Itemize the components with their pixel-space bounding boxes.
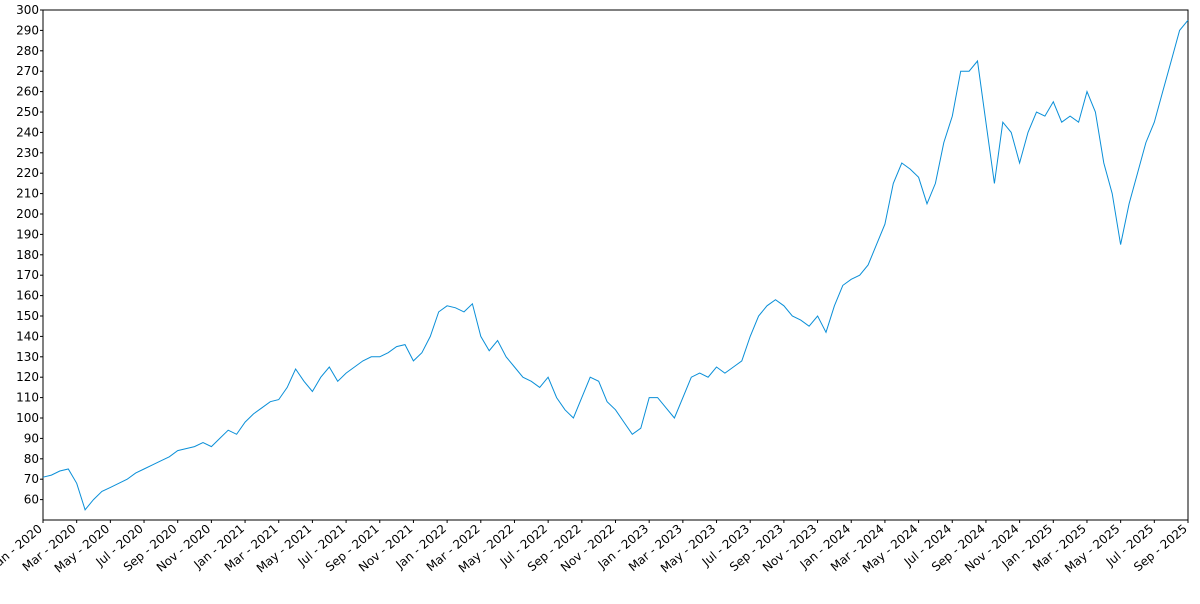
y-tick-label: 150	[16, 309, 39, 323]
price-line	[42, 19, 1189, 511]
y-tick-label: 210	[16, 187, 39, 201]
y-tick-label: 290	[16, 23, 39, 37]
y-tick-label: 260	[16, 85, 39, 99]
y-tick-label: 120	[16, 370, 39, 384]
y-tick-label: 100	[16, 411, 39, 425]
y-tick-label: 70	[24, 472, 39, 486]
y-tick-label: 190	[16, 227, 39, 241]
y-tick-label: 80	[24, 452, 39, 466]
y-tick-label: 140	[16, 329, 39, 343]
y-tick-label: 180	[16, 248, 39, 262]
y-tick-label: 90	[24, 431, 39, 445]
y-tick-label: 110	[16, 391, 39, 405]
y-tick-label: 160	[16, 289, 39, 303]
y-tick-label: 60	[24, 493, 39, 507]
y-tick-label: 230	[16, 146, 39, 160]
y-tick-label: 300	[16, 3, 39, 17]
y-tick-label: 280	[16, 44, 39, 58]
y-tick-label: 130	[16, 350, 39, 364]
y-tick-label: 270	[16, 64, 39, 78]
y-tick-label: 200	[16, 207, 39, 221]
y-tick-label: 250	[16, 105, 39, 119]
y-tick-label: 170	[16, 268, 39, 282]
y-tick-label: 240	[16, 125, 39, 139]
y-tick-label: 220	[16, 166, 39, 180]
